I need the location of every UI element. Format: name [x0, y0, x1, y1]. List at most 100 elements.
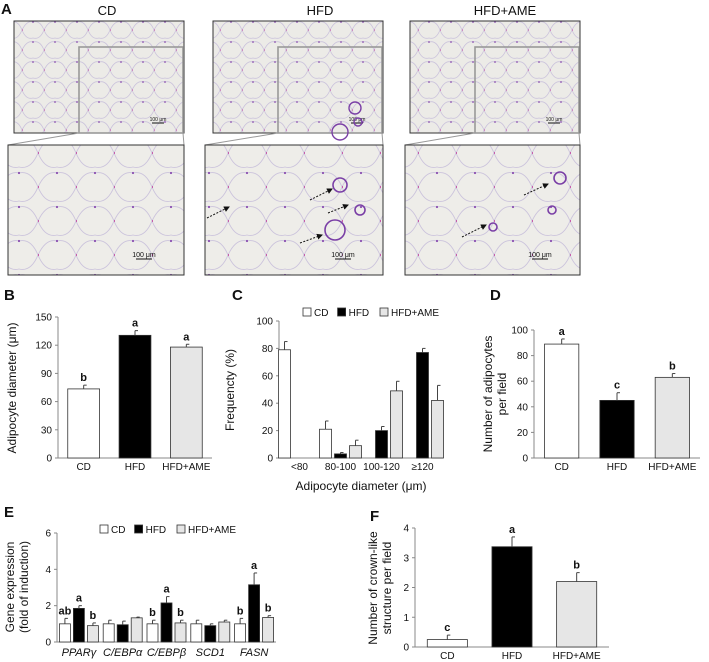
legend-swatch — [302, 307, 312, 317]
y-tick-label: 100 — [511, 326, 528, 337]
y-axis-label: Number of crown-likestructure per field — [366, 531, 394, 645]
bar — [248, 584, 261, 643]
bar — [102, 623, 115, 643]
y-axis-label-line: Number of adipocytes — [481, 336, 495, 453]
significance-letter: c — [444, 622, 450, 634]
y-tick-label: 150 — [35, 313, 52, 324]
significance-letter: b — [177, 607, 184, 619]
y-tick-label: 60 — [517, 377, 529, 388]
y-tick-label: 80 — [262, 344, 274, 355]
significance-letter: a — [559, 326, 566, 338]
zoom-connector — [404, 132, 476, 146]
inset-frame — [474, 46, 580, 134]
histology-zoom-image — [404, 144, 581, 276]
significance-letter: b — [573, 560, 580, 572]
x-tick-label: <80 — [291, 462, 308, 473]
y-tick-label: 4 — [45, 565, 51, 576]
y-axis-label: Adipocyte diameter (μm) — [5, 323, 19, 454]
bar — [73, 607, 85, 643]
bar — [234, 623, 247, 643]
significance-letter: a — [509, 524, 516, 536]
zoom-connector — [204, 132, 279, 146]
y-tick-label: 2 — [403, 583, 409, 594]
y-axis-label: Number of adipocytesper field — [481, 336, 509, 453]
legend-entry: HFD — [349, 308, 370, 319]
bar — [556, 581, 598, 648]
chart-b: B 0 30 60 90 120 150 Adipocyte diameter (μm) CD H… — [4, 287, 212, 473]
bar — [599, 399, 635, 459]
y-tick-label: 60 — [262, 371, 274, 382]
bar — [146, 623, 159, 643]
bar — [654, 376, 690, 459]
legend-swatch — [176, 524, 186, 534]
significance-letter: ab — [58, 605, 71, 617]
bar — [334, 453, 347, 459]
panel-label-e: E — [4, 504, 14, 521]
x-tick-label: CD — [554, 462, 568, 473]
x-tick-label: 80-100 — [325, 462, 357, 473]
x-tick-label: FASN — [240, 647, 269, 659]
significance-letter: b — [265, 603, 272, 615]
bar — [416, 352, 429, 459]
bar — [87, 625, 99, 643]
histology-zoom-image — [7, 144, 185, 276]
panel-label-b: B — [4, 287, 15, 304]
arrow-icon — [327, 204, 349, 214]
panel-label-c: C — [232, 287, 243, 304]
bar — [190, 623, 203, 643]
arrow-icon — [206, 206, 230, 219]
x-tick-label: HFD+AME — [553, 651, 601, 662]
y-tick-label: 0 — [45, 638, 51, 649]
bar — [218, 621, 231, 643]
crown-like-structure — [488, 222, 498, 232]
column-title-0: CD — [98, 3, 117, 18]
arrow-icon — [309, 188, 333, 201]
column-title-2: HFD+AME — [474, 3, 537, 18]
legend-entry: CD — [111, 525, 125, 536]
y-tick-label: 0 — [522, 454, 528, 465]
bar — [319, 428, 332, 459]
bar — [349, 445, 362, 459]
bar — [116, 624, 129, 643]
scale-bar-label: 100 μm — [528, 252, 552, 259]
y-tick-label: 40 — [517, 402, 529, 413]
zoom-connector — [182, 132, 185, 146]
arrow-icon — [523, 183, 549, 196]
x-tick-label: ≥120 — [411, 462, 434, 473]
zoom-connector — [7, 132, 80, 146]
y-axis-label-line: Number of crown-like — [366, 531, 380, 645]
bar — [262, 617, 275, 643]
significance-letter: a — [251, 560, 258, 572]
bar — [544, 343, 580, 459]
x-axis-label: Adipocyte diameter (μm) — [296, 479, 427, 493]
x-tick-label: C/EBPα — [103, 647, 143, 659]
bar — [426, 639, 468, 648]
significance-letter: b — [90, 610, 97, 622]
x-tick-label: HFD+AME — [648, 462, 696, 473]
crown-like-structure — [547, 205, 557, 215]
bar — [491, 546, 533, 648]
significance-letter: a — [163, 584, 170, 596]
y-axis-label: Gene expression(fold of induction) — [3, 541, 31, 633]
y-tick-label: 2 — [45, 601, 51, 612]
panel-label-f: F — [370, 508, 379, 525]
histology-zoom-image — [204, 144, 384, 276]
inset-frame — [277, 46, 383, 134]
y-axis-label: Frequencty (%) — [223, 349, 237, 431]
significance-letter: b — [149, 607, 156, 619]
zoom-connector — [578, 132, 581, 146]
x-tick-label: CD — [76, 462, 90, 473]
arrow-icon — [299, 233, 323, 244]
significance-letter: a — [183, 331, 190, 343]
y-tick-label: 30 — [41, 425, 53, 436]
x-tick-label: PPARγ — [62, 647, 98, 659]
x-tick-label: SCD1 — [196, 647, 225, 659]
panel-label-a: A — [1, 1, 12, 18]
significance-letter: b — [80, 372, 87, 384]
x-tick-label: HFD — [607, 462, 628, 473]
crown-like-structure — [353, 117, 363, 127]
significance-letter: a — [76, 593, 83, 605]
